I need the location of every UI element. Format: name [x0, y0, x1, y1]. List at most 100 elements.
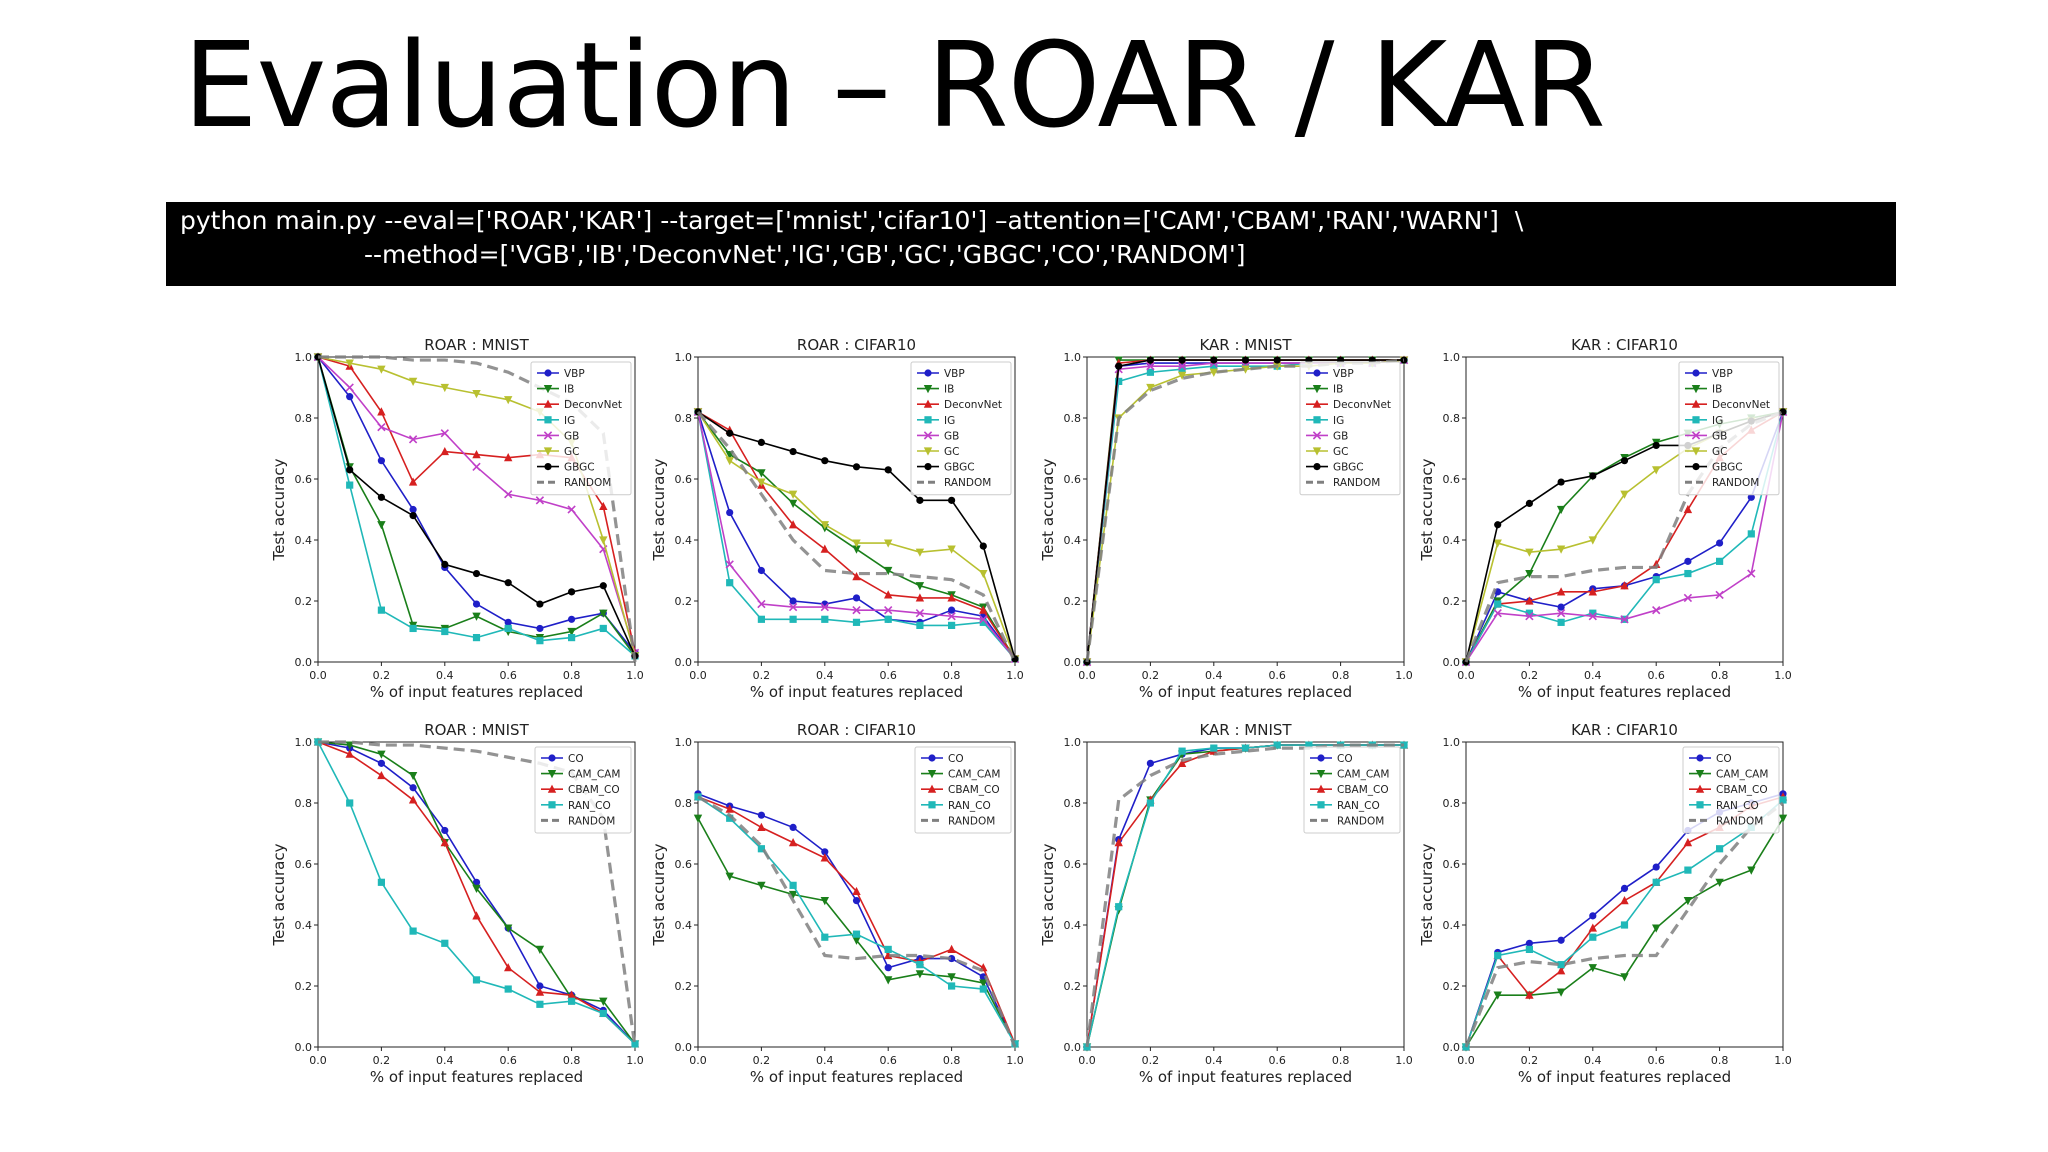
data-point [408, 377, 418, 386]
data-point [1525, 548, 1534, 557]
data-point [504, 924, 513, 933]
data-point [1588, 587, 1597, 596]
data-point [1273, 741, 1281, 749]
x-tick-label: 0.0 [309, 669, 327, 682]
legend-label: CBAM_CO [948, 784, 1000, 796]
y-tick-label: 0.6 [1064, 473, 1082, 486]
legend-entry: VBP [917, 368, 965, 380]
data-point [852, 594, 861, 602]
y-tick-label: 1.0 [1443, 351, 1461, 364]
legend-marker [1312, 399, 1322, 408]
series-gb [1461, 407, 1788, 667]
x-tick-label: 0.0 [689, 1054, 707, 1067]
x-tick-label: 0.8 [1332, 669, 1350, 682]
y-tick-label: 0.2 [675, 980, 693, 993]
x-tick-label: 1.0 [1006, 1054, 1024, 1067]
data-point [757, 811, 766, 819]
legend-label: RAN_CO [568, 800, 611, 812]
legend-marker [544, 369, 552, 377]
data-point [1588, 612, 1597, 621]
legend-label: IG [564, 415, 575, 427]
data-point [409, 784, 417, 792]
legend-entry: CAM_CAM [1310, 769, 1389, 781]
y-tick-label: 0.4 [1064, 919, 1082, 932]
legend-marker [547, 784, 557, 793]
y-tick-label: 0.4 [1443, 919, 1461, 932]
series-ig [314, 353, 639, 660]
data-point [1177, 371, 1187, 380]
y-tick-label: 0.6 [675, 473, 693, 486]
legend-label: GBGC [1712, 462, 1743, 474]
data-point [377, 365, 386, 374]
data-point [788, 838, 798, 847]
y-axis-label: Test accuracy [1039, 843, 1057, 946]
x-tick-label: 0.6 [1268, 1054, 1286, 1067]
legend-entry: IB [1685, 384, 1722, 396]
x-tick-label: 1.0 [1774, 1054, 1792, 1067]
legend-box [910, 361, 1012, 496]
legend-label: CAM_CAM [568, 769, 620, 781]
legend-marker [1692, 416, 1700, 424]
data-point [726, 429, 734, 437]
chart-title: ROAR : CIFAR10 [797, 336, 916, 354]
data-point [1557, 961, 1565, 969]
data-point [884, 945, 892, 953]
data-point [1146, 356, 1154, 364]
data-point [1557, 478, 1565, 486]
legend-marker [924, 463, 932, 471]
series-random [1085, 358, 1405, 663]
data-point [915, 970, 925, 979]
legend-label: DeconvNet [1333, 399, 1391, 411]
legend-marker [924, 369, 932, 377]
legend-marker [548, 801, 556, 809]
x-tick-label: 0.6 [1647, 1054, 1665, 1067]
data-point [535, 496, 545, 505]
legend-label: GB [1333, 430, 1348, 442]
data-point [346, 799, 354, 807]
data-point [1178, 365, 1186, 373]
data-point [948, 606, 956, 614]
legend-entry: IG [1685, 415, 1723, 427]
data-point [1556, 587, 1566, 596]
data-point [852, 605, 861, 615]
legend-marker [1691, 385, 1701, 394]
legend-label: GC [1712, 446, 1727, 458]
y-axis-label: Test accuracy [1039, 458, 1057, 561]
data-point [568, 615, 576, 623]
data-point [472, 612, 481, 621]
legend-marker [543, 431, 553, 440]
data-point [1210, 744, 1218, 752]
data-point [599, 536, 608, 545]
data-point [1115, 903, 1123, 911]
data-point [504, 624, 512, 633]
x-tick-label: 0.8 [1711, 669, 1729, 682]
data-point [567, 990, 576, 999]
data-point [504, 963, 513, 972]
data-point [441, 826, 449, 835]
y-tick-label: 0.4 [1064, 534, 1082, 547]
data-point [757, 469, 766, 478]
chart-title: KAR : MNIST [1199, 336, 1292, 354]
data-point [1241, 365, 1250, 374]
data-point [1684, 569, 1692, 578]
legend-label: CO [1337, 753, 1353, 765]
y-tick-label: 0.8 [295, 797, 313, 810]
legend-label: CAM_CAM [1337, 769, 1389, 781]
data-point [441, 627, 449, 636]
x-tick-label: 0.2 [1521, 1054, 1539, 1067]
chart-1: 0.0 0.2 0.4 0.6 0.8 1.0 0.0 0.2 0.4 0.6 0.8 1.0 ROAR… [270, 336, 644, 701]
legend-label: IB [944, 384, 954, 396]
x-tick-label: 0.2 [1142, 1054, 1160, 1067]
data-point [1146, 799, 1154, 807]
legend-marker [543, 399, 553, 408]
y-axis-label: Test accuracy [650, 458, 668, 561]
data-point [1684, 866, 1692, 874]
legend-entry: RANDOM [541, 815, 615, 827]
legend-marker [1313, 416, 1321, 424]
x-tick-label: 0.4 [1584, 1054, 1602, 1067]
legend-marker [543, 447, 553, 456]
legend-marker [923, 385, 933, 394]
y-axis-label: Test accuracy [270, 458, 288, 561]
legend-label: RANDOM [564, 477, 611, 489]
